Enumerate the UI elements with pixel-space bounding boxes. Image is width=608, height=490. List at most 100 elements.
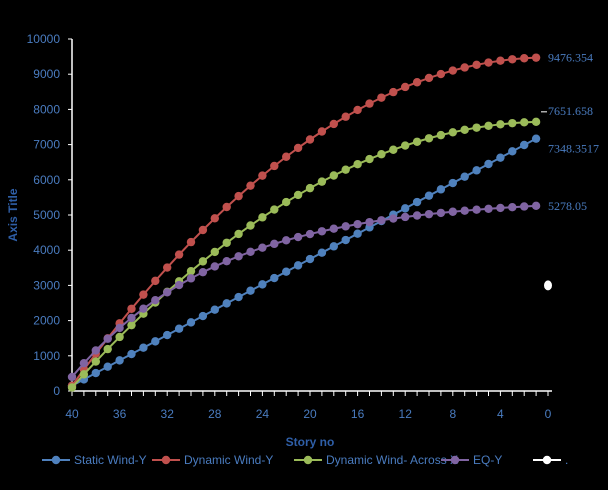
data-point <box>341 112 350 121</box>
data-point <box>79 358 89 368</box>
data-point <box>508 147 517 156</box>
data-point <box>174 280 184 290</box>
data-point <box>127 320 136 330</box>
data-point <box>365 154 374 164</box>
data-point <box>401 204 410 213</box>
data-point <box>531 53 541 62</box>
data-point <box>258 213 267 222</box>
x-tick-label: 0 <box>545 407 552 421</box>
legend-item: EQ-Y <box>441 453 502 467</box>
data-point <box>508 55 517 64</box>
data-point <box>424 73 434 83</box>
data-point <box>329 119 338 129</box>
data-point <box>127 313 136 323</box>
legend-label: . <box>565 453 568 467</box>
data-point <box>460 125 469 135</box>
data-point <box>389 87 398 97</box>
data-point <box>67 383 77 392</box>
data-point <box>103 362 112 371</box>
series-line <box>71 56 537 387</box>
data-point <box>520 202 529 211</box>
data-point <box>103 334 112 343</box>
data-point <box>496 120 505 129</box>
legend-item: Dynamic Wind-Y <box>152 453 273 467</box>
legend-label: EQ-Y <box>473 453 502 467</box>
data-point <box>341 235 350 245</box>
data-point <box>258 243 267 252</box>
data-point <box>163 330 172 340</box>
data-point <box>520 54 529 63</box>
data-point <box>353 159 362 169</box>
y-tick-label: 1000 <box>33 349 60 363</box>
data-point <box>389 145 398 154</box>
data-point <box>174 324 184 333</box>
data-point <box>246 247 255 257</box>
data-point <box>115 332 124 342</box>
data-point <box>293 190 303 200</box>
data-point <box>293 261 303 270</box>
data-point <box>79 370 89 379</box>
x-tick-label: 40 <box>65 407 79 421</box>
x-tick-label: 24 <box>256 407 270 421</box>
data-point <box>198 311 208 321</box>
data-point <box>353 219 362 229</box>
data-point <box>412 78 422 87</box>
legend-marker <box>51 455 61 465</box>
data-point <box>115 356 124 365</box>
data-point <box>377 216 386 225</box>
data-point <box>293 232 303 242</box>
data-point <box>424 191 434 200</box>
y-tick-label: 2000 <box>33 314 60 328</box>
data-point <box>436 69 446 79</box>
legend-label: Dynamic Wind-Y <box>184 453 273 467</box>
y-tick-label: 3000 <box>33 278 60 292</box>
data-point <box>163 263 172 272</box>
data-point <box>544 280 552 291</box>
data-point <box>329 224 338 233</box>
data-point <box>531 201 541 211</box>
data-point <box>151 295 160 305</box>
data-point <box>270 239 279 249</box>
data-point <box>270 205 279 214</box>
data-point <box>448 128 457 137</box>
data-point <box>412 137 422 146</box>
data-point <box>401 141 410 150</box>
x-tick-label: 20 <box>303 407 317 421</box>
data-point <box>317 248 327 257</box>
data-point <box>258 171 267 180</box>
data-point <box>305 183 315 193</box>
data-point <box>377 93 386 102</box>
data-point <box>353 229 362 238</box>
data-point <box>448 178 457 188</box>
data-point <box>317 177 327 186</box>
data-point <box>234 191 243 201</box>
legend: Static Wind-Y Dynamic Wind-Y Dynamic Wind-… <box>42 453 568 467</box>
data-point <box>210 262 219 271</box>
data-point <box>139 343 148 352</box>
data-point <box>246 286 255 295</box>
x-tick-label: 4 <box>497 407 504 421</box>
axes-layer: 0 1000 2000 3000 4000 5000 6000 7000 8000 9000 100… <box>27 32 552 421</box>
data-point <box>448 207 457 216</box>
data-point <box>496 203 505 213</box>
data-point <box>389 214 398 223</box>
y-tick-label: 7000 <box>33 138 60 152</box>
data-point <box>484 58 493 67</box>
data-point <box>139 290 148 299</box>
series-line <box>71 204 537 378</box>
data-point <box>484 204 493 214</box>
data-point <box>210 305 219 314</box>
data-point <box>151 337 160 346</box>
data-point <box>401 82 410 92</box>
data-point <box>222 299 231 308</box>
data-point <box>424 134 434 143</box>
end-value-label: 7651.658 <box>548 104 593 118</box>
series-1 <box>67 53 541 390</box>
data-point <box>246 181 255 190</box>
data-point <box>115 323 124 333</box>
legend-item: Dynamic Wind- Across X <box>294 453 458 467</box>
data-point <box>282 236 291 245</box>
y-tick-label: 10000 <box>27 32 61 46</box>
series-layer <box>67 53 552 392</box>
end-value-label: 7348.3517 <box>548 142 599 156</box>
